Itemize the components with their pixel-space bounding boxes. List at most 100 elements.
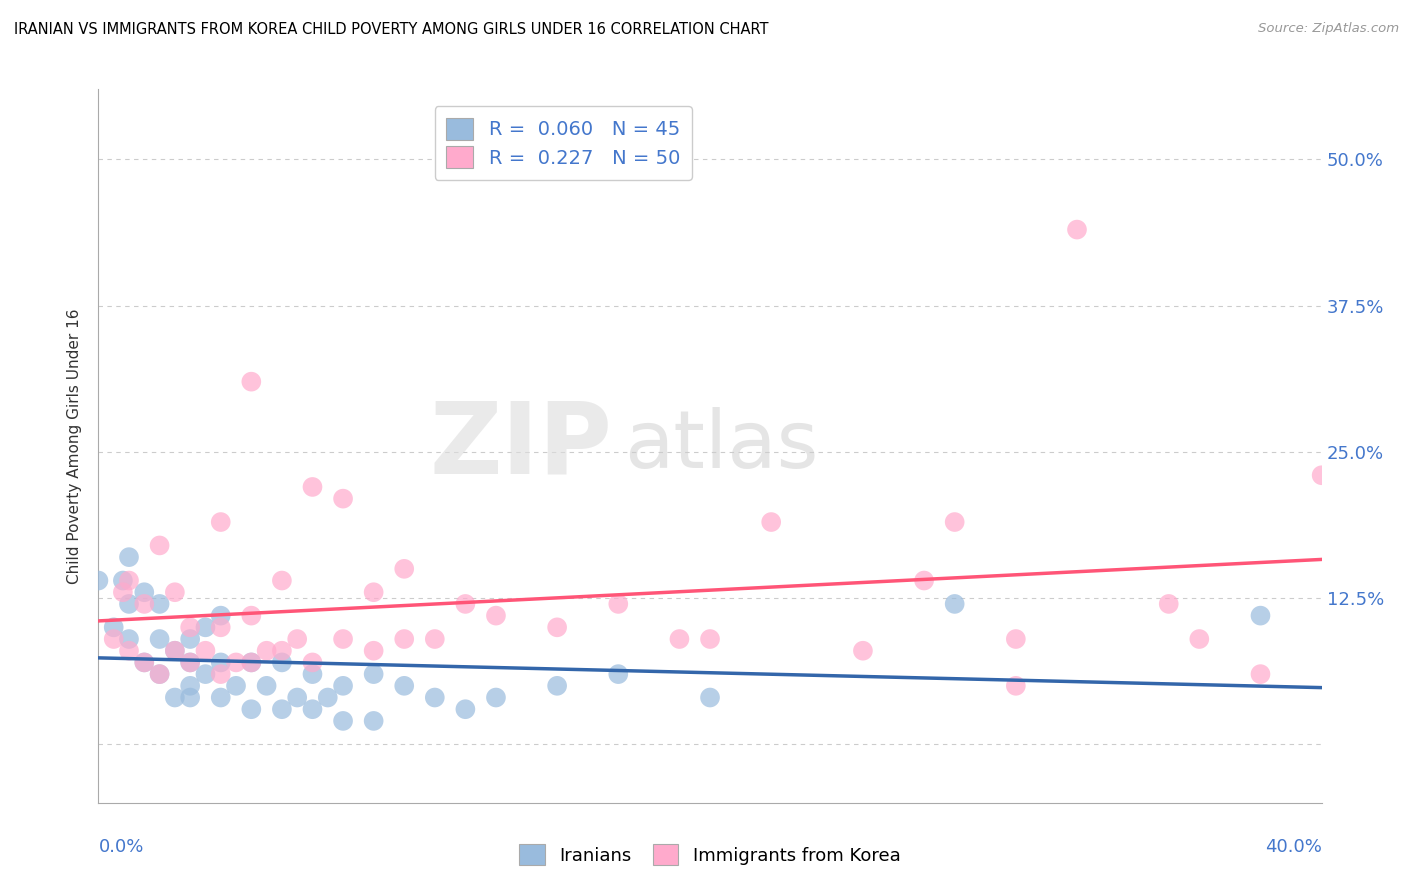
Point (270, 644, 292, 658)
Point (392, 679, 416, 693)
Point (134, 597, 156, 611)
Point (759, 515, 782, 529)
Point (240, 656, 263, 670)
Point (546, 679, 568, 693)
Point (285, 690, 308, 705)
Point (363, 667, 385, 681)
Point (149, 632, 172, 646)
Y-axis label: Child Poverty Among Girls Under 16: Child Poverty Among Girls Under 16 (67, 309, 83, 583)
Point (134, 585, 156, 599)
Point (209, 608, 232, 623)
Point (149, 597, 172, 611)
Point (209, 667, 232, 681)
Point (118, 644, 141, 658)
Point (103, 620, 125, 634)
Point (256, 644, 278, 658)
Point (363, 585, 385, 599)
Point (225, 679, 247, 693)
Legend: Iranians, Immigrants from Korea: Iranians, Immigrants from Korea (512, 837, 908, 872)
Point (1188, 632, 1211, 646)
Point (423, 690, 446, 705)
Point (1249, 608, 1271, 623)
Point (179, 690, 201, 705)
Point (87, 574, 110, 588)
Point (285, 632, 308, 646)
Point (392, 562, 416, 576)
Point (225, 656, 247, 670)
Point (209, 656, 232, 670)
Point (301, 702, 323, 716)
Point (485, 608, 508, 623)
Point (301, 656, 323, 670)
Point (118, 574, 141, 588)
Text: 0.0%: 0.0% (98, 838, 143, 856)
Point (118, 550, 141, 565)
Point (149, 667, 172, 681)
Point (111, 574, 134, 588)
Text: Source: ZipAtlas.com: Source: ZipAtlas.com (1258, 22, 1399, 36)
Point (194, 620, 217, 634)
Point (332, 491, 354, 506)
Point (209, 620, 232, 634)
Point (179, 620, 201, 634)
Text: IRANIAN VS IMMIGRANTS FROM KOREA CHILD POVERTY AMONG GIRLS UNDER 16 CORRELATION : IRANIAN VS IMMIGRANTS FROM KOREA CHILD P… (14, 22, 769, 37)
Point (256, 679, 278, 693)
Point (270, 656, 292, 670)
Point (546, 620, 568, 634)
Point (912, 574, 935, 588)
Point (149, 538, 172, 552)
Point (163, 690, 186, 705)
Point (607, 667, 630, 681)
Point (1004, 632, 1026, 646)
Point (194, 644, 217, 658)
Point (134, 656, 156, 670)
Text: ZIP: ZIP (429, 398, 612, 494)
Point (332, 632, 354, 646)
Point (149, 667, 172, 681)
Point (316, 690, 339, 705)
Point (270, 702, 292, 716)
Point (363, 644, 385, 658)
Point (270, 574, 292, 588)
Point (1066, 222, 1088, 236)
Point (111, 585, 134, 599)
Point (943, 597, 966, 611)
Point (1310, 468, 1333, 483)
Point (179, 656, 201, 670)
Point (301, 667, 323, 681)
Point (240, 702, 263, 716)
Point (179, 679, 201, 693)
Point (699, 690, 721, 705)
Point (240, 656, 263, 670)
Point (194, 667, 217, 681)
Point (179, 632, 201, 646)
Point (1249, 667, 1271, 681)
Point (699, 632, 721, 646)
Point (668, 632, 690, 646)
Point (1004, 679, 1026, 693)
Point (943, 515, 966, 529)
Point (163, 644, 186, 658)
Point (332, 679, 354, 693)
Point (852, 644, 875, 658)
Point (485, 690, 508, 705)
Point (118, 597, 141, 611)
Point (423, 632, 446, 646)
Point (118, 632, 141, 646)
Point (240, 375, 263, 389)
Text: atlas: atlas (624, 407, 818, 485)
Point (179, 656, 201, 670)
Point (454, 597, 477, 611)
Point (103, 632, 125, 646)
Point (163, 644, 186, 658)
Point (363, 714, 385, 728)
Point (240, 608, 263, 623)
Point (301, 480, 323, 494)
Point (454, 702, 477, 716)
Point (209, 515, 232, 529)
Point (607, 597, 630, 611)
Point (332, 714, 354, 728)
Point (392, 632, 416, 646)
Point (1157, 597, 1180, 611)
Point (209, 690, 232, 705)
